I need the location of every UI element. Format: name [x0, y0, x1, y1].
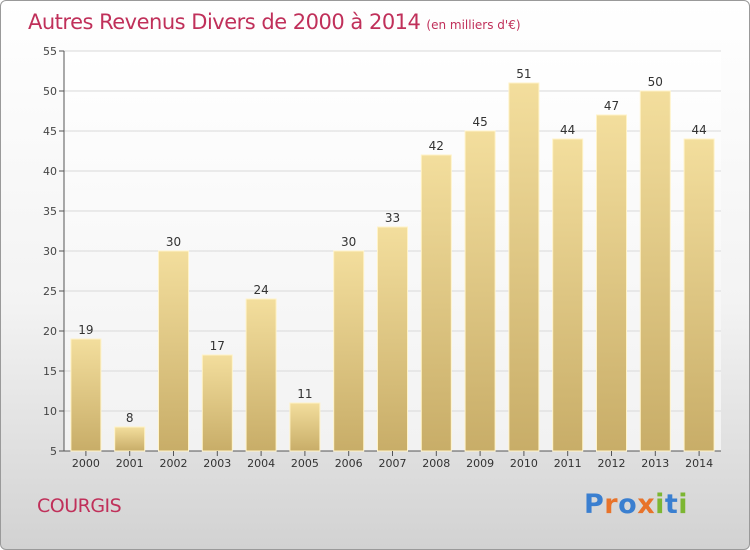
data-label: 44 — [560, 123, 575, 137]
commune-name: COURGIS — [37, 495, 122, 517]
x-tick-label: 2013 — [641, 457, 669, 470]
y-tick-label: 40 — [43, 165, 57, 178]
data-label: 24 — [253, 283, 268, 297]
x-tick-label: 2011 — [554, 457, 582, 470]
x-tick-label: 2000 — [72, 457, 100, 470]
bar-2006 — [333, 250, 365, 452]
x-tick-label: 2012 — [598, 457, 626, 470]
data-label: 33 — [385, 211, 400, 225]
x-tick-label: 2014 — [685, 457, 713, 470]
bar-2012 — [596, 114, 627, 452]
x-tick-label: 2008 — [422, 457, 450, 470]
x-tick-label: 2009 — [466, 457, 494, 470]
x-tick-label: 2004 — [247, 457, 275, 470]
y-tick-label: 20 — [43, 325, 57, 338]
data-label: 17 — [210, 339, 225, 353]
logo-letter: t — [664, 489, 679, 520]
x-tick-label: 2007 — [379, 457, 407, 470]
title-text: Autres Revenus Divers de 2000 à 2014 — [28, 10, 421, 34]
x-tick-label: 2010 — [510, 457, 538, 470]
logo-letter: i — [655, 489, 665, 520]
data-label: 30 — [341, 235, 356, 249]
bar-2013 — [639, 90, 671, 452]
data-label: 45 — [472, 115, 487, 129]
bar-2010 — [508, 82, 540, 452]
bar-2004 — [245, 298, 277, 452]
y-tick-label: 45 — [43, 125, 57, 138]
logo-letter: P — [584, 489, 605, 520]
y-tick-label: 30 — [43, 245, 57, 258]
bar-2001 — [114, 426, 146, 452]
data-label: 47 — [604, 99, 619, 113]
data-label: 44 — [691, 123, 706, 137]
y-tick-label: 25 — [43, 285, 57, 298]
data-label: 51 — [516, 67, 531, 81]
data-label: 11 — [297, 387, 312, 401]
y-tick-label: 35 — [43, 205, 57, 218]
logo-letter: i — [678, 489, 689, 520]
x-tick-label: 2006 — [335, 457, 363, 470]
data-label: 42 — [429, 139, 444, 153]
x-tick-label: 2003 — [203, 457, 231, 470]
x-tick-label: 2002 — [160, 457, 188, 470]
y-tick-label: 55 — [43, 45, 57, 58]
bar-2000 — [70, 338, 102, 452]
logo-letter: o — [618, 489, 638, 520]
y-tick-label: 5 — [50, 445, 57, 458]
proxiti-logo: Proxiti — [584, 489, 688, 520]
chart-title: Autres Revenus Divers de 2000 à 2014 (en … — [28, 10, 521, 34]
logo-letter: x — [637, 489, 656, 520]
x-tick-label: 2001 — [116, 457, 144, 470]
bar-2008 — [420, 154, 452, 452]
data-label: 8 — [126, 411, 134, 425]
data-label: 19 — [78, 323, 93, 337]
data-label: 30 — [166, 235, 181, 249]
x-tick-label: 2005 — [291, 457, 319, 470]
bar-2014 — [683, 138, 715, 452]
logo-letter: r — [604, 489, 619, 520]
y-tick-label: 15 — [43, 365, 57, 378]
bar-2011 — [552, 138, 584, 452]
bar-2009 — [464, 130, 496, 452]
y-tick-label: 10 — [43, 405, 57, 418]
bar-2007 — [377, 226, 408, 452]
bar-2005 — [289, 402, 321, 452]
bar-2003 — [201, 354, 233, 452]
y-tick-label: 50 — [43, 85, 57, 98]
chart-subtitle: (en milliers d'€) — [426, 18, 521, 32]
bar-2002 — [158, 250, 189, 452]
data-label: 50 — [648, 75, 663, 89]
